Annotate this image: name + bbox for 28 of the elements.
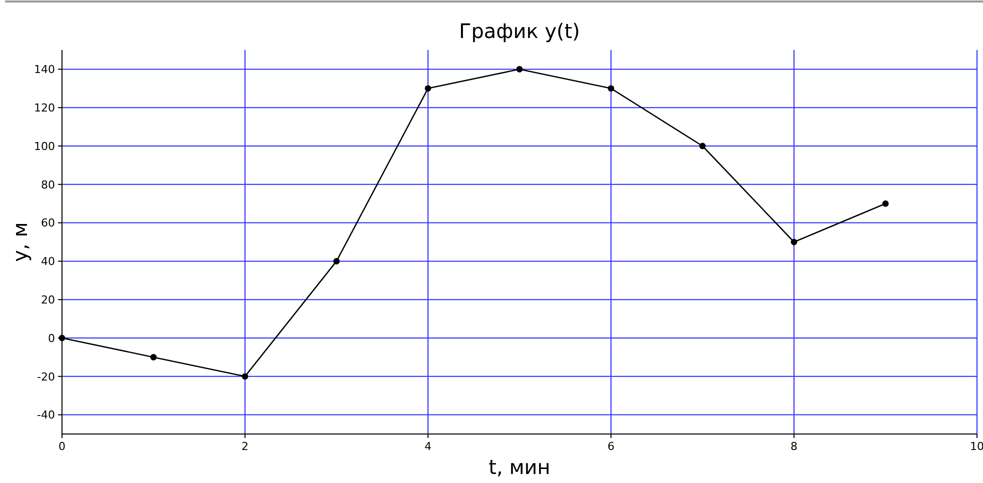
y-tick-label: -40 [37, 408, 55, 422]
chart-title: График y(t) [459, 19, 580, 43]
x-tick-label: 8 [790, 440, 798, 453]
point [699, 142, 706, 150]
point [882, 200, 889, 207]
point [150, 354, 157, 360]
y-tick-label: -20 [37, 370, 55, 384]
y-tick-label: 140 [34, 63, 55, 76]
point [790, 238, 798, 246]
y-axis-title: y, м [8, 222, 32, 262]
y-tick-label: 0 [48, 332, 55, 345]
y-tick-label: 120 [34, 101, 55, 114]
x-tick-label: 6 [608, 440, 614, 453]
y-tick-label: 60 [41, 216, 55, 230]
point [424, 85, 432, 92]
point [608, 85, 614, 92]
y-tick-label: 20 [41, 293, 55, 306]
y-tick-label: 40 [41, 255, 55, 268]
x-axis-title: t, мин [488, 455, 550, 479]
x-tick-label: 4 [424, 440, 432, 453]
y-tick-label: 80 [41, 178, 55, 192]
x-tick-label: 0 [58, 440, 66, 453]
x-tick-label: 10 [970, 440, 983, 453]
point [516, 66, 523, 72]
point [333, 258, 340, 264]
x-tick-label: 2 [242, 440, 248, 453]
y-tick-label: 100 [34, 140, 55, 153]
point [242, 373, 248, 380]
